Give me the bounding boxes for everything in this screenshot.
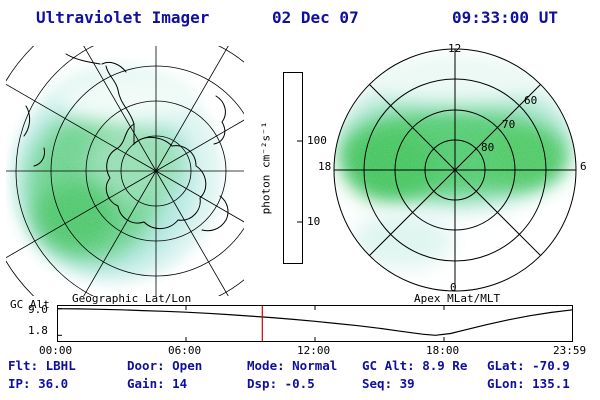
apex-polar-plot: [333, 48, 577, 292]
status-gcalt: GC Alt: 8.9 Re: [362, 358, 468, 373]
date-display: 02 Dec 07: [272, 8, 359, 27]
coastlines: [23, 53, 229, 232]
status-seq: Seq: 39: [362, 376, 415, 391]
status-glon: GLon: 135.1: [487, 376, 570, 391]
apex-mlt-18-label: 18: [318, 160, 332, 173]
status-flt: Flt: LBHL: [8, 358, 76, 373]
timeline-xtick-0600: 06:00: [168, 344, 202, 357]
status-gain: Gain: 14: [127, 376, 188, 391]
time-display: 09:33:00 UT: [452, 8, 558, 27]
apex-mlt-12-label: 12: [448, 42, 462, 55]
gc-alt-ytick-top: 9.0: [28, 303, 48, 316]
apex-mlt-6-label: 6: [580, 160, 587, 173]
geo-aurora-image: [12, 66, 224, 286]
timeline-frame: [57, 305, 573, 342]
intensity-colorbar: [283, 72, 303, 264]
status-dsp: Dsp: -0.5: [247, 376, 315, 391]
geo-plot-title: Geographic Lat/Lon: [72, 292, 192, 305]
apex-mlt-0-label: 0: [450, 281, 457, 294]
apex-lat-80-label: 80: [481, 141, 495, 154]
colorbar-gradient: [283, 72, 303, 264]
gc-alt-timeline-chart: [57, 305, 573, 342]
timeline-xtick-0000: 00:00: [39, 344, 73, 357]
status-door: Door: Open: [127, 358, 203, 373]
colorbar-tick-10: 10: [307, 215, 321, 228]
gc-alt-curve: [57, 308, 573, 336]
timeline-xtick-1200: 12:00: [297, 344, 331, 357]
gc-alt-axis-label: GC Alt: [10, 298, 50, 311]
status-mode: Mode: Normal: [247, 358, 338, 373]
geo-graticule: [6, 46, 244, 296]
apex-lat-70-label: 70: [502, 118, 516, 131]
timeline-xtick-1800: 18:00: [426, 344, 460, 357]
timeline-axis-ticks: [58, 306, 445, 341]
status-glat: GLat: -70.9: [487, 358, 570, 373]
timeline-xtick-2359: 23:59: [553, 344, 587, 357]
apex-grid: [333, 48, 577, 292]
colorbar-tick-100: 100: [307, 134, 327, 147]
colorbar-ticks: [297, 140, 302, 223]
apex-plot-title: Apex MLat/MLT: [414, 292, 501, 305]
colorbar-unit-label: photon cm⁻²s⁻¹: [259, 121, 273, 215]
app-title: Ultraviolet Imager: [36, 8, 210, 27]
apex-lat-60-label: 60: [524, 94, 538, 107]
status-ip: IP: 36.0: [8, 376, 69, 391]
geographic-map-plot: [6, 46, 244, 296]
gc-alt-ytick-bottom: 1.8: [28, 324, 48, 337]
